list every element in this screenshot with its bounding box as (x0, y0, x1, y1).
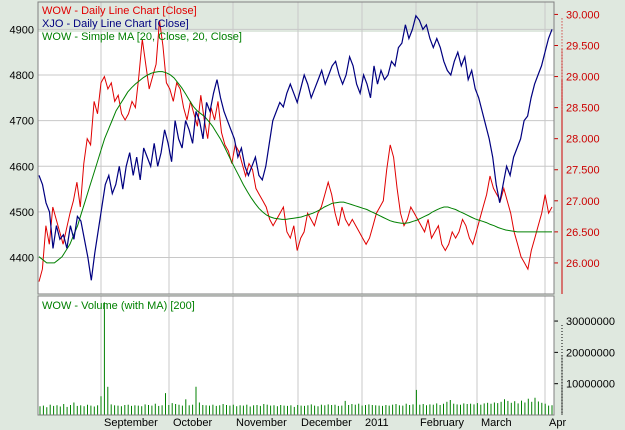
volume-panel-plot-area[interactable] (38, 296, 554, 415)
x-axis-label: 2011 (365, 417, 389, 429)
left-axis-tick-label: 4500 (10, 207, 34, 219)
x-axis-month-labels: September October November December 2011 Febr… (104, 417, 566, 429)
legend-wow-sma: WOW - Simple MA [20, Close, 20, Close] (42, 31, 242, 43)
left-axis-tick-label: 4900 (10, 24, 34, 36)
x-axis-label: November (236, 417, 287, 429)
right-axis-tick-label: 28.000 (566, 134, 600, 146)
legend-wow-close: WOW - Daily Line Chart [Close] (42, 5, 197, 17)
left-axis-tick-label: 4700 (10, 116, 34, 128)
x-axis-label: February (420, 417, 465, 429)
volume-panel-border (37, 295, 555, 416)
price-grid (38, 2, 554, 294)
right-axis-tick-label: 26.500 (566, 227, 600, 239)
right-axis-tick-label: 26.000 (566, 258, 600, 270)
left-axis-tick-label: 4400 (10, 253, 34, 265)
volume-right-axis: 30000000 20000000 10000000 (554, 316, 615, 415)
price-left-axis: 4900 4800 4700 4600 4500 4400 (10, 24, 34, 264)
x-axis-label: March (481, 417, 512, 429)
price-panel-border (37, 1, 555, 295)
price-right-axis: 30.000 29.500 29.000 28.500 28.000 27.500 27.0… (554, 9, 600, 294)
volume-bars (39, 302, 553, 415)
x-axis-label: Apr (549, 417, 566, 429)
x-axis-label: October (173, 417, 212, 429)
right-axis-tick-label: 29.500 (566, 40, 600, 52)
right-axis-tick-label: 28.500 (566, 103, 600, 115)
left-axis-tick-label: 4600 (10, 161, 34, 173)
x-axis-label: December (301, 417, 352, 429)
wow-sma-line (38, 71, 552, 264)
left-axis-tick-label: 4800 (10, 70, 34, 82)
wow-close-line (38, 20, 553, 282)
legend-xjo-close: XJO - Daily Line Chart [Close] (42, 18, 189, 30)
legend-volume: WOW - Volume (with MA) [200] (42, 300, 195, 312)
right-axis-tick-label: 27.500 (566, 165, 600, 177)
x-axis-label: September (104, 417, 158, 429)
volume-axis-tick-label: 30000000 (566, 316, 615, 328)
right-axis-tick-label: 27.000 (566, 196, 600, 208)
volume-axis-tick-label: 20000000 (566, 347, 615, 359)
volume-axis-tick-label: 10000000 (566, 379, 615, 391)
right-axis-tick-label: 30.000 (566, 9, 600, 21)
right-axis-tick-label: 29.000 (566, 72, 600, 84)
volume-grid (100, 296, 546, 415)
price-legend: WOW - Daily Line Chart [Close] XJO - Dai… (42, 5, 242, 43)
xjo-close-line (38, 14, 553, 281)
